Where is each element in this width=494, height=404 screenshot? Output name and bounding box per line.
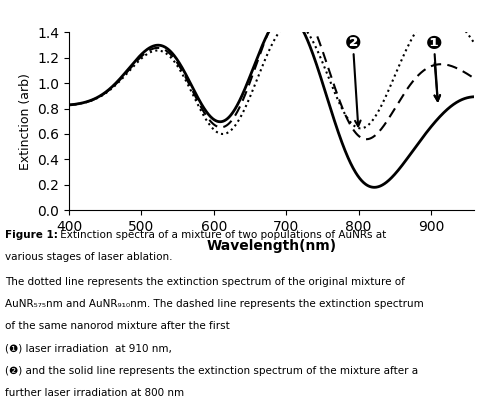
Text: The dotted line represents the extinction spectrum of the original mixture of: The dotted line represents the extinctio… <box>5 277 405 287</box>
Text: AuNR₅₇₅nm and AuNR₉₁₀nm. The dashed line represents the extinction spectrum: AuNR₅₇₅nm and AuNR₉₁₀nm. The dashed line… <box>5 299 424 309</box>
Text: Figure 1:: Figure 1: <box>5 230 58 240</box>
Text: (❷) and the solid line represents the extinction spectrum of the mixture after a: (❷) and the solid line represents the ex… <box>5 366 418 376</box>
Text: of the same nanorod mixture after the first: of the same nanorod mixture after the fi… <box>5 321 230 331</box>
Text: (❶) laser irradiation  at 910 nm,: (❶) laser irradiation at 910 nm, <box>5 343 172 354</box>
Text: various stages of laser ablation.: various stages of laser ablation. <box>5 252 172 263</box>
Text: Extinction spectra of a mixture of two populations of AuNRs at: Extinction spectra of a mixture of two p… <box>57 230 386 240</box>
Y-axis label: Extinction (arb): Extinction (arb) <box>19 73 32 170</box>
X-axis label: Wavelength(nm): Wavelength(nm) <box>206 239 337 253</box>
Text: further laser irradiation at 800 nm: further laser irradiation at 800 nm <box>5 388 184 398</box>
Text: ❶: ❶ <box>426 34 443 53</box>
Text: ❷: ❷ <box>345 34 362 53</box>
